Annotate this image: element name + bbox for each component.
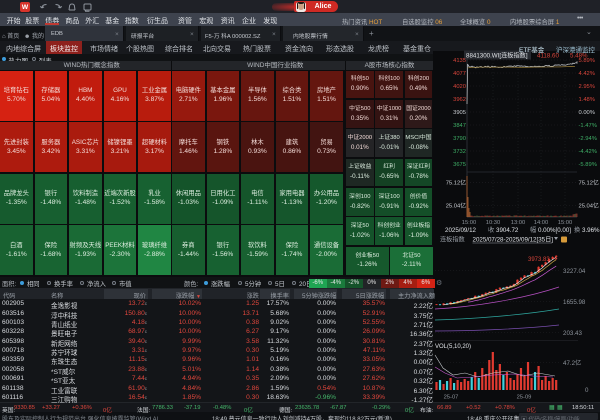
svg-text:收: 收 (488, 226, 494, 234)
svg-text:-1.47%: -1.47% (579, 123, 597, 129)
svg-text:14:00: 14:00 (534, 220, 549, 226)
svg-text:3.96%: 3.96% (582, 227, 600, 234)
svg-text:75.12亿: 75.12亿 (446, 179, 467, 187)
svg-text:25-09: 25-09 (517, 395, 532, 401)
svg-text:4118.60: 4118.60 (537, 53, 559, 60)
svg-text:4135: 4135 (453, 58, 466, 64)
svg-text:8841300.WI[连板指数]: 8841300.WI[连板指数] (466, 52, 528, 60)
svg-text:换: 换 (574, 226, 580, 234)
svg-text:3732: 3732 (453, 149, 466, 155)
svg-text:15:00: 15:00 (558, 220, 573, 226)
svg-text:2025/07/28-2025/09/12[35日]: 2025/07/28-2025/09/12[35日] (473, 237, 554, 244)
svg-text:3973.83: 3973.83 (528, 257, 550, 263)
svg-text:-5.89%: -5.89% (579, 162, 597, 168)
svg-text:4.42%: 4.42% (579, 71, 595, 77)
svg-text:10:30: 10:30 (486, 220, 501, 226)
svg-text:5.48%: 5.48% (570, 53, 588, 60)
svg-text:25.04亿: 25.04亿 (579, 202, 600, 210)
svg-text:47.2亿: 47.2亿 (563, 359, 581, 367)
svg-text:4077: 4077 (453, 71, 466, 77)
svg-text:3675: 3675 (453, 162, 466, 168)
svg-text:3962: 3962 (453, 97, 466, 103)
svg-text:1655.98: 1655.98 (563, 299, 586, 306)
svg-text:0: 0 (585, 387, 589, 394)
svg-text:25.04亿: 25.04亿 (446, 202, 467, 210)
svg-text:3905: 3905 (453, 110, 466, 116)
svg-text:15:00: 15:00 (462, 220, 477, 226)
svg-text:25-07: 25-07 (444, 395, 459, 401)
svg-text:3790: 3790 (453, 136, 466, 142)
svg-text:13:00: 13:00 (511, 220, 526, 226)
svg-text:-4.42%: -4.42% (579, 149, 597, 155)
svg-text:幅: 幅 (530, 226, 536, 234)
svg-text:5.89%: 5.89% (579, 58, 595, 64)
svg-text:3227.04: 3227.04 (563, 268, 586, 275)
svg-text:4020: 4020 (453, 84, 466, 90)
svg-text:3847: 3847 (453, 123, 466, 129)
svg-text:VOL(5,10,20): VOL(5,10,20) (435, 344, 471, 350)
svg-text:0.00%[0.00]: 0.00%[0.00] (538, 227, 571, 234)
svg-text:0.00%: 0.00% (579, 110, 595, 116)
svg-text:3904.72: 3904.72 (496, 227, 519, 234)
svg-text:1.48%: 1.48% (579, 97, 595, 103)
svg-text:75.12亿: 75.12亿 (579, 179, 600, 187)
svg-text:203.43: 203.43 (563, 330, 582, 337)
svg-text:2.95%: 2.95% (579, 84, 595, 90)
svg-text:-2.94%: -2.94% (579, 136, 597, 142)
svg-text:2025/09/12: 2025/09/12 (445, 227, 477, 234)
svg-text:连板指数: 连板指数 (440, 236, 466, 244)
